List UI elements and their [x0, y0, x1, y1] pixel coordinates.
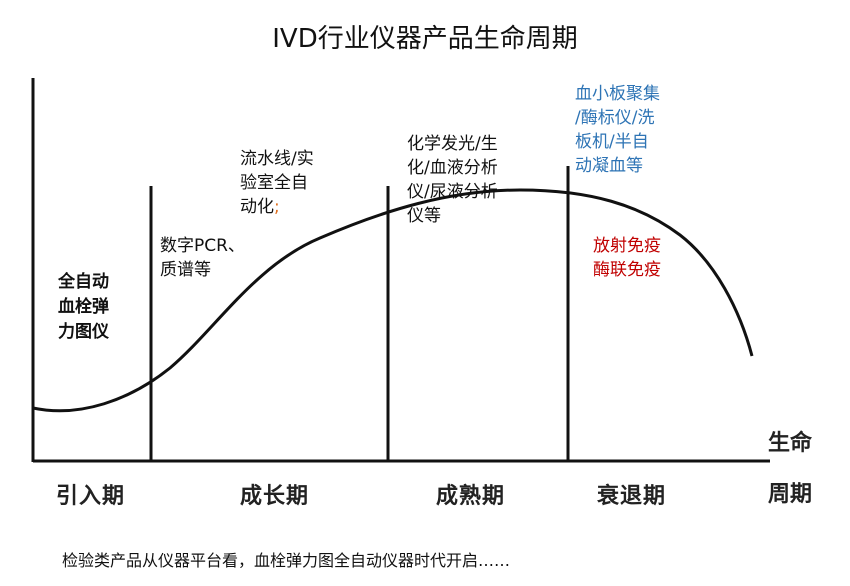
growth-annotation-b: 流水线/实 验室全自 动化;: [240, 147, 314, 219]
growth-annotation-a: 数字PCR、 质谱等: [160, 234, 245, 282]
annotation-line: 数字PCR、: [160, 236, 245, 256]
stage-label-mature: 成熟期: [436, 484, 506, 509]
footer-note: 检验类产品从仪器平台看，血栓弹力图全自动仪器时代开启……: [62, 551, 511, 570]
annotation-line: 仪等: [407, 206, 441, 226]
annotation-line: 仪/尿液分析: [407, 182, 498, 202]
stage-label-growth: 成长期: [240, 484, 310, 509]
decline-annotation-blue: 血小板聚集 /酶标仪/洗 板机/半自 动凝血等: [575, 82, 660, 178]
x-axis-label-line1: 生命: [768, 431, 813, 456]
lifecycle-curve: [32, 188, 754, 413]
annotation-line: 验室全自: [240, 173, 308, 193]
annotation-suffix: ;: [274, 197, 280, 217]
page-title: IVD行业仪器产品生命周期: [272, 24, 578, 54]
stage-label-intro: 引入期: [56, 484, 126, 509]
decline-annotation-red: 放射免疫 酶联免疫: [593, 234, 661, 282]
annotation-line: /酶标仪/洗: [575, 108, 655, 128]
annotation-line: 化/血液分析: [407, 158, 498, 178]
annotation-line: 动凝血等: [575, 156, 643, 176]
annotation-line: 全自动: [58, 272, 109, 292]
annotation-line: 质谱等: [160, 260, 211, 280]
annotation-line: 力图仪: [58, 322, 109, 342]
annotation-line: 化学发光/生: [407, 134, 498, 154]
annotation-line: 血小板聚集: [575, 84, 660, 104]
annotation-line: 放射免疫: [593, 236, 661, 256]
x-axis-label-line2: 周期: [768, 482, 813, 507]
annotation-line: 酶联免疫: [593, 260, 661, 280]
annotation-line: 流水线/实: [240, 149, 314, 169]
annotation-line: 动化;: [240, 197, 280, 217]
stage-label-decline: 衰退期: [597, 484, 667, 509]
intro-annotation: 全自动 血栓弹 力图仪: [58, 270, 109, 345]
annotation-line: 板机/半自: [575, 132, 649, 152]
mature-annotation: 化学发光/生 化/血液分析 仪/尿液分析 仪等: [407, 132, 498, 228]
annotation-line: 血栓弹: [58, 297, 109, 317]
